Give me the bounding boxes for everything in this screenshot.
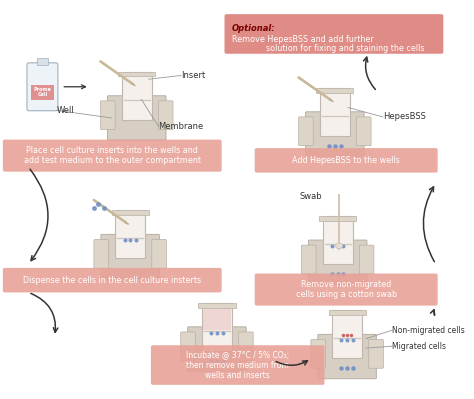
Text: Remove HepesBSS and add further: Remove HepesBSS and add further bbox=[232, 35, 374, 44]
Bar bbox=[323, 216, 353, 264]
FancyBboxPatch shape bbox=[301, 245, 316, 274]
Bar bbox=[118, 72, 155, 77]
Bar bbox=[319, 216, 356, 221]
FancyBboxPatch shape bbox=[306, 112, 364, 156]
Text: Incubate @ 37°C / 5% CO₂;
then remove medium from
wells and inserts: Incubate @ 37°C / 5% CO₂; then remove me… bbox=[186, 350, 289, 380]
Bar bbox=[122, 72, 152, 120]
FancyBboxPatch shape bbox=[359, 245, 374, 274]
Text: HepesBSS: HepesBSS bbox=[383, 113, 426, 121]
Ellipse shape bbox=[336, 243, 343, 249]
Bar bbox=[316, 88, 354, 93]
FancyBboxPatch shape bbox=[151, 345, 325, 385]
Text: Membrane: Membrane bbox=[158, 122, 204, 131]
Text: Swab: Swab bbox=[300, 192, 323, 201]
FancyBboxPatch shape bbox=[181, 332, 195, 361]
FancyBboxPatch shape bbox=[299, 117, 313, 146]
Bar bbox=[111, 210, 149, 215]
FancyBboxPatch shape bbox=[101, 234, 159, 279]
Text: solution for fixing and staining the cells: solution for fixing and staining the cel… bbox=[266, 43, 425, 53]
Text: Place cell culture inserts into the wells and
add test medium to the outer compa: Place cell culture inserts into the well… bbox=[24, 146, 201, 165]
Bar bbox=[203, 308, 231, 330]
Text: Optional:: Optional: bbox=[232, 24, 276, 33]
FancyBboxPatch shape bbox=[255, 148, 438, 173]
Text: Well: Well bbox=[56, 106, 74, 115]
FancyBboxPatch shape bbox=[255, 274, 438, 306]
FancyBboxPatch shape bbox=[158, 101, 173, 130]
FancyBboxPatch shape bbox=[225, 14, 443, 54]
FancyBboxPatch shape bbox=[318, 334, 376, 379]
FancyBboxPatch shape bbox=[369, 340, 383, 368]
Bar bbox=[199, 303, 236, 308]
FancyBboxPatch shape bbox=[3, 268, 222, 292]
FancyBboxPatch shape bbox=[152, 239, 166, 268]
FancyBboxPatch shape bbox=[27, 63, 58, 111]
Bar bbox=[31, 85, 54, 100]
Text: Insert: Insert bbox=[181, 71, 205, 80]
Bar bbox=[328, 310, 365, 315]
Bar bbox=[37, 57, 48, 65]
FancyBboxPatch shape bbox=[94, 239, 109, 268]
Text: Add HepesBSS to the wells: Add HepesBSS to the wells bbox=[292, 156, 400, 165]
Bar bbox=[115, 210, 145, 259]
Text: Remove non-migrated
cells using a cotton swab: Remove non-migrated cells using a cotton… bbox=[296, 280, 397, 299]
Text: Dispense the cells in the cell culture insterts: Dispense the cells in the cell culture i… bbox=[23, 276, 201, 284]
Bar bbox=[202, 303, 232, 351]
FancyBboxPatch shape bbox=[3, 140, 222, 172]
FancyBboxPatch shape bbox=[311, 340, 326, 368]
Text: Prome
Cell: Prome Cell bbox=[34, 87, 51, 97]
FancyBboxPatch shape bbox=[309, 240, 367, 284]
Bar bbox=[320, 88, 350, 136]
FancyBboxPatch shape bbox=[108, 96, 166, 140]
FancyBboxPatch shape bbox=[100, 101, 115, 130]
Text: Non-migrated cells: Non-migrated cells bbox=[392, 326, 465, 335]
Text: Migrated cells: Migrated cells bbox=[392, 342, 447, 351]
FancyBboxPatch shape bbox=[356, 117, 371, 146]
FancyBboxPatch shape bbox=[188, 327, 246, 371]
FancyBboxPatch shape bbox=[238, 332, 253, 361]
Bar bbox=[332, 310, 362, 358]
